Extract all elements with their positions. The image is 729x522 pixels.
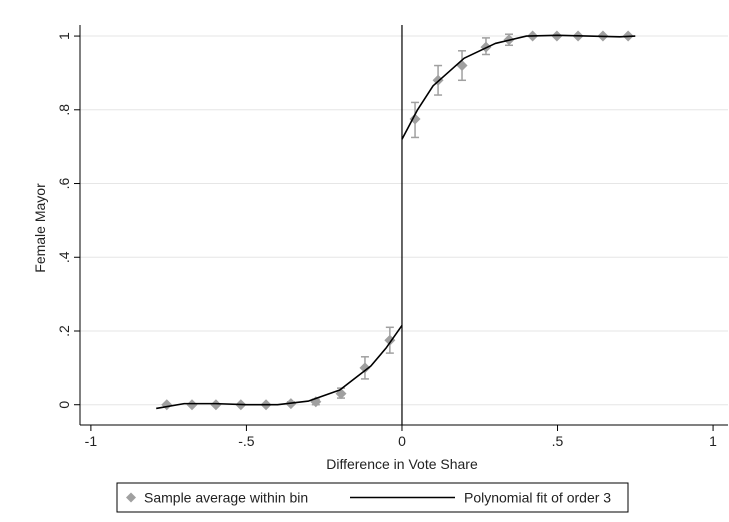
data-point (161, 399, 173, 411)
x-tick-label: 1 (709, 433, 717, 449)
x-tick-label: -.5 (238, 433, 255, 449)
legend-symbol (126, 492, 136, 503)
y-tick-label: .4 (56, 251, 72, 263)
y-tick-label: .8 (56, 104, 72, 116)
legend-label: Sample average within bin (144, 490, 308, 506)
data-point (186, 399, 198, 411)
x-tick-label: -1 (85, 433, 98, 449)
y-tick-label: .6 (56, 177, 72, 189)
data-point (409, 113, 421, 125)
x-tick-label: 0 (398, 433, 406, 449)
data-point (210, 399, 222, 411)
x-tick-label: .5 (552, 433, 564, 449)
y-tick-label: 1 (56, 32, 72, 40)
x-axis-label: Difference in Vote Share (326, 456, 478, 472)
y-axis-label: Female Mayor (32, 183, 48, 273)
y-tick-label: .2 (56, 325, 72, 337)
legend-label: Polynomial fit of order 3 (464, 490, 611, 506)
data-point (456, 60, 468, 72)
fit-line (156, 34, 636, 410)
data-point (359, 362, 371, 374)
y-tick-label: 0 (56, 401, 72, 409)
